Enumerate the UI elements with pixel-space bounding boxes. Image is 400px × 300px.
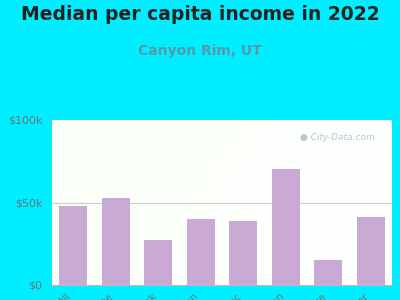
Text: Canyon Rim, UT: Canyon Rim, UT bbox=[138, 44, 262, 58]
Text: Median per capita income in 2022: Median per capita income in 2022 bbox=[21, 4, 379, 23]
Bar bbox=[60, 206, 87, 285]
Bar bbox=[102, 197, 130, 285]
Bar bbox=[314, 260, 342, 285]
Bar bbox=[230, 220, 257, 285]
Bar bbox=[144, 241, 172, 285]
Text: ● City-Data.com: ● City-Data.com bbox=[300, 133, 375, 142]
Bar bbox=[272, 169, 300, 285]
Bar bbox=[187, 219, 214, 285]
Bar bbox=[357, 217, 384, 285]
